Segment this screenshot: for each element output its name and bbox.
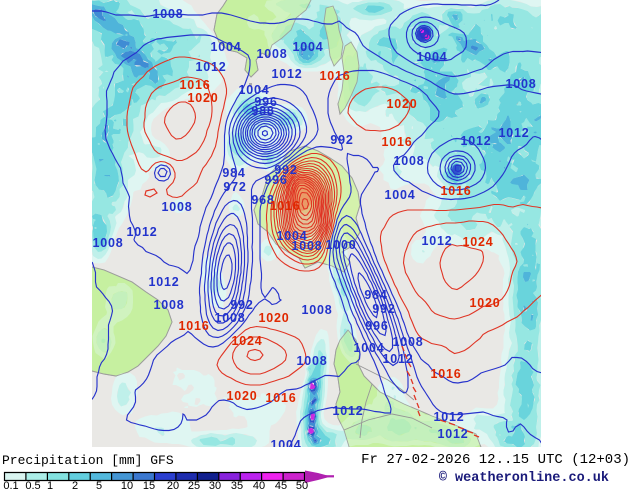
svg-text:1012: 1012 bbox=[332, 404, 363, 418]
svg-text:30: 30 bbox=[209, 480, 221, 490]
svg-text:984: 984 bbox=[364, 288, 387, 302]
svg-text:50: 50 bbox=[296, 480, 308, 490]
svg-text:1016: 1016 bbox=[440, 184, 471, 198]
svg-text:45: 45 bbox=[275, 480, 287, 490]
svg-text:1004: 1004 bbox=[270, 438, 301, 452]
svg-text:1020: 1020 bbox=[258, 311, 289, 325]
svg-text:1016: 1016 bbox=[179, 78, 210, 92]
svg-text:1012: 1012 bbox=[195, 60, 226, 74]
svg-text:1016: 1016 bbox=[319, 69, 350, 83]
svg-text:1012: 1012 bbox=[126, 225, 157, 239]
svg-text:1008: 1008 bbox=[392, 335, 423, 349]
svg-text:1008: 1008 bbox=[505, 77, 536, 91]
svg-text:1012: 1012 bbox=[498, 126, 529, 140]
svg-text:0.1: 0.1 bbox=[3, 480, 18, 490]
svg-text:1016: 1016 bbox=[265, 391, 296, 405]
svg-text:10: 10 bbox=[121, 480, 133, 490]
svg-text:1004: 1004 bbox=[416, 50, 447, 64]
svg-text:1008: 1008 bbox=[291, 239, 322, 253]
svg-text:1004: 1004 bbox=[276, 229, 307, 243]
svg-text:1024: 1024 bbox=[231, 334, 262, 348]
svg-text:1004: 1004 bbox=[238, 83, 269, 97]
svg-text:1008: 1008 bbox=[393, 154, 424, 168]
svg-text:984: 984 bbox=[222, 166, 245, 180]
svg-text:20: 20 bbox=[167, 480, 179, 490]
svg-text:992: 992 bbox=[230, 298, 253, 312]
svg-text:1004: 1004 bbox=[292, 40, 323, 54]
svg-text:35: 35 bbox=[231, 480, 243, 490]
svg-text:1012: 1012 bbox=[421, 234, 452, 248]
svg-text:996: 996 bbox=[264, 173, 287, 187]
svg-text:988: 988 bbox=[251, 104, 274, 118]
svg-text:5: 5 bbox=[96, 480, 102, 490]
svg-text:1016: 1016 bbox=[381, 135, 412, 149]
svg-text:972: 972 bbox=[223, 180, 246, 194]
svg-text:2: 2 bbox=[72, 480, 78, 490]
svg-text:1008: 1008 bbox=[161, 200, 192, 214]
svg-text:25: 25 bbox=[188, 480, 200, 490]
svg-text:0.5: 0.5 bbox=[25, 480, 40, 490]
svg-text:1012: 1012 bbox=[148, 275, 179, 289]
svg-text:1020: 1020 bbox=[187, 91, 218, 105]
svg-text:992: 992 bbox=[372, 302, 395, 316]
svg-text:992: 992 bbox=[274, 163, 297, 177]
svg-text:© weatheronline.co.uk: © weatheronline.co.uk bbox=[439, 471, 609, 486]
svg-text:1004: 1004 bbox=[384, 188, 415, 202]
svg-text:1012: 1012 bbox=[433, 410, 464, 424]
svg-text:1012: 1012 bbox=[460, 134, 491, 148]
svg-text:1008: 1008 bbox=[301, 303, 332, 317]
svg-text:1008: 1008 bbox=[256, 47, 287, 61]
svg-text:1016: 1016 bbox=[178, 319, 209, 333]
svg-text:1008: 1008 bbox=[92, 236, 123, 250]
svg-text:1008: 1008 bbox=[296, 354, 327, 368]
svg-text:1004: 1004 bbox=[210, 40, 241, 54]
svg-text:1020: 1020 bbox=[386, 97, 417, 111]
svg-text:1016: 1016 bbox=[430, 367, 461, 381]
svg-text:1024: 1024 bbox=[462, 235, 493, 249]
svg-text:996: 996 bbox=[365, 319, 388, 333]
svg-text:1: 1 bbox=[47, 480, 53, 490]
svg-text:996: 996 bbox=[254, 95, 277, 109]
svg-text:Fr 27-02-2026 12..15 UTC (12+0: Fr 27-02-2026 12..15 UTC (12+03) bbox=[361, 452, 630, 468]
svg-text:15: 15 bbox=[143, 480, 155, 490]
svg-text:1012: 1012 bbox=[382, 352, 413, 366]
svg-text:40: 40 bbox=[253, 480, 265, 490]
svg-text:Precipitation [mm] GFS: Precipitation [mm] GFS bbox=[2, 453, 174, 468]
svg-text:1004: 1004 bbox=[353, 341, 384, 355]
svg-text:1012: 1012 bbox=[437, 427, 468, 441]
svg-text:1016: 1016 bbox=[269, 199, 300, 213]
svg-text:1020: 1020 bbox=[226, 389, 257, 403]
svg-text:1012: 1012 bbox=[271, 67, 302, 81]
svg-text:992: 992 bbox=[330, 133, 353, 147]
svg-text:1008: 1008 bbox=[153, 298, 184, 312]
svg-text:1008: 1008 bbox=[152, 7, 183, 21]
svg-text:1020: 1020 bbox=[469, 296, 500, 310]
svg-text:1008: 1008 bbox=[214, 311, 245, 325]
svg-text:1000: 1000 bbox=[325, 238, 356, 252]
svg-text:968: 968 bbox=[251, 193, 274, 207]
